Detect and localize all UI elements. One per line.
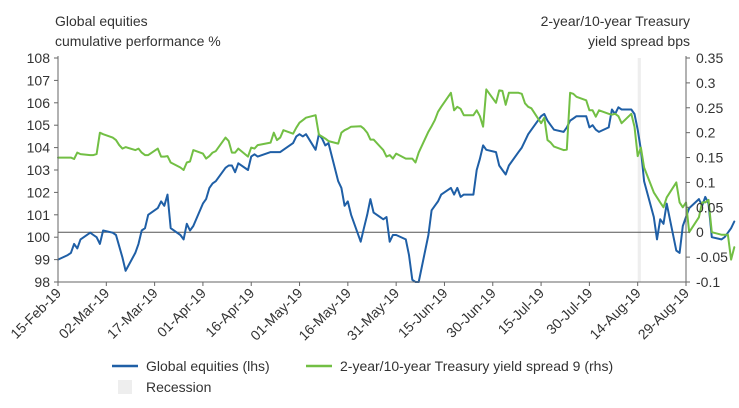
recession-band xyxy=(637,58,641,282)
left-tick-label: 100 xyxy=(27,229,51,245)
series-line-yield-spread xyxy=(57,88,736,261)
legend-label-yield-spread: 2-year/10-year Treasury yield spread 9 (… xyxy=(340,358,613,374)
x-tick-label: 14-Aug-19 xyxy=(586,285,644,343)
left-tick-label: 103 xyxy=(27,162,51,178)
right-tick-label: 0.1 xyxy=(696,174,716,190)
right-axis-title-line-1: 2-year/10-year Treasury xyxy=(541,13,690,29)
x-tick-label: 17-Mar-19 xyxy=(104,285,161,342)
left-tick-label: 101 xyxy=(27,207,51,223)
right-tick-label: 0.35 xyxy=(696,50,723,66)
legend-label-global-equities: Global equities (lhs) xyxy=(146,358,270,374)
right-axis-title-line-2: yield spread bps xyxy=(588,33,690,49)
left-tick-label: 104 xyxy=(27,140,51,156)
right-tick-label: 0.05 xyxy=(696,199,723,215)
legend-label-recession: Recession xyxy=(146,379,211,395)
left-axis-title-line-1: Global equities xyxy=(55,13,148,29)
left-tick-label: 107 xyxy=(27,72,51,88)
legend-swatch-recession xyxy=(118,380,132,394)
left-tick-label: 99 xyxy=(34,252,50,268)
x-tick-label: 15-Jun-19 xyxy=(395,285,451,341)
x-tick-label: 30-Jun-19 xyxy=(443,285,499,341)
right-tick-label: 0.15 xyxy=(696,150,723,166)
left-tick-label: 102 xyxy=(27,184,51,200)
left-tick-label: 105 xyxy=(27,117,51,133)
left-axis-title-line-2: cumulative performance % xyxy=(55,33,221,49)
right-tick-label: 0.25 xyxy=(696,100,723,116)
x-tick-label: 29-Aug-19 xyxy=(635,285,693,343)
right-tick-label: 0.3 xyxy=(696,75,716,91)
right-tick-label: -0.1 xyxy=(696,274,720,290)
right-tick-label: -0.05 xyxy=(696,249,728,265)
x-tick-label: 01-Apr-19 xyxy=(154,285,209,340)
x-tick-label: 15-Feb-19 xyxy=(7,285,64,342)
x-tick-label: 31-May-19 xyxy=(344,285,403,344)
right-tick-label: 0 xyxy=(696,224,704,240)
x-tick-label: 02-Mar-19 xyxy=(55,285,112,342)
left-tick-label: 98 xyxy=(34,274,50,290)
x-tick-label: 15-Jul-19 xyxy=(495,285,548,338)
right-tick-label: 0.2 xyxy=(696,125,716,141)
series-line-global-equities xyxy=(57,106,736,283)
left-tick-label: 106 xyxy=(27,95,51,111)
left-tick-label: 108 xyxy=(27,50,51,66)
